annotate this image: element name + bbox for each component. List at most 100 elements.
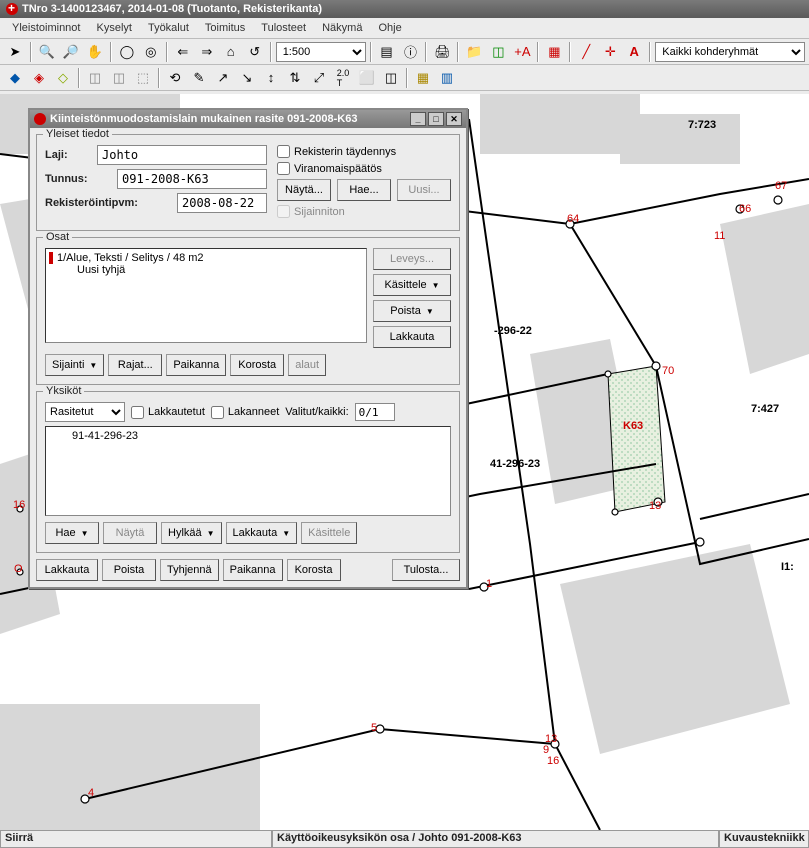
minimize-icon[interactable]: _ (410, 112, 426, 126)
dialog-titlebar[interactable]: Kiinteistönmuodostamislain mukainen rasi… (30, 110, 466, 128)
target-icon[interactable]: ◎ (140, 41, 162, 63)
nayta-button[interactable]: Näytä... (277, 179, 331, 201)
svg-text:70: 70 (662, 365, 674, 377)
back-icon[interactable]: ⇐ (172, 41, 194, 63)
tool-h-icon[interactable]: ✎ (188, 67, 210, 89)
menu-ohje[interactable]: Ohje (370, 20, 409, 36)
group-osat: Osat 1/Alue, Teksti / Selitys / 48 m2 Uu… (36, 237, 460, 385)
laji-label: Laji: (45, 149, 91, 161)
globe-icon[interactable]: ◯ (116, 41, 138, 63)
scale-select[interactable]: 1:500 (276, 42, 366, 62)
tool-o-icon[interactable]: ⬜ (356, 67, 378, 89)
group-yleiset: Yleiset tiedot Laji: Johto Tunnus: 091-2… (36, 134, 460, 231)
svg-text:16: 16 (547, 755, 559, 767)
menu-tyokalut[interactable]: Työkalut (140, 20, 197, 36)
tyhjenna-button[interactable]: Tyhjennä (160, 559, 219, 581)
lakkauta2-button[interactable]: Lakkauta▼ (226, 522, 298, 544)
line-icon[interactable]: ╱ (575, 41, 597, 63)
chk-taydennys[interactable]: Rekisterin täydennys (277, 145, 396, 158)
tool-q-icon[interactable]: ▦ (412, 67, 434, 89)
print-icon[interactable]: 🖨 (431, 41, 453, 63)
tool-i-icon[interactable]: ↗ (212, 67, 234, 89)
hylkaa-button[interactable]: Hylkää▼ (161, 522, 222, 544)
maximize-icon[interactable]: □ (428, 112, 444, 126)
menu-toimitus[interactable]: Toimitus (197, 20, 253, 36)
korosta2-button[interactable]: Korosta (287, 559, 341, 581)
cube-icon[interactable]: ◫ (487, 41, 509, 63)
group-select[interactable]: Kaikki kohderyhmät (655, 42, 805, 62)
tool-g-icon[interactable]: ⟲ (164, 67, 186, 89)
chk-viranomais[interactable]: Viranomaispäätös (277, 162, 382, 175)
tunnus-label: Tunnus: (45, 173, 111, 185)
close-icon[interactable]: ✕ (446, 112, 462, 126)
tool-f-icon[interactable]: ⬚ (132, 67, 154, 89)
rajat-button[interactable]: Rajat... (108, 354, 162, 376)
tool-a-icon[interactable]: ◆ (4, 67, 26, 89)
forward-icon[interactable]: ⇒ (196, 41, 218, 63)
zoom-in-icon[interactable]: 🔍 (36, 41, 58, 63)
pointer-icon[interactable]: ➤ (4, 41, 26, 63)
svg-text:-296-22: -296-22 (494, 325, 532, 337)
hae-button[interactable]: Hae... (337, 179, 391, 201)
tulosta-button[interactable]: Tulosta... (392, 559, 460, 581)
crosshair-icon[interactable]: ✛ (599, 41, 621, 63)
tool-j-icon[interactable]: ↘ (236, 67, 258, 89)
tool-b-icon[interactable]: ◈ (28, 67, 50, 89)
alaut-button[interactable]: alaut (288, 354, 326, 376)
lakkauta3-button[interactable]: Lakkauta (36, 559, 98, 581)
tool-c-icon[interactable]: ◇ (52, 67, 74, 89)
tool-r-icon[interactable]: ▥ (436, 67, 458, 89)
zoom-out-icon[interactable]: 🔎 (60, 41, 82, 63)
menu-nakyma[interactable]: Näkymä (314, 20, 370, 36)
svg-text:K63: K63 (623, 420, 643, 432)
open-icon[interactable]: 📁 (463, 41, 485, 63)
group-yksikot: Yksiköt Rasitetut Lakkautetut Lakanneet … (36, 391, 460, 553)
hae2-button[interactable]: Hae▼ (45, 522, 99, 544)
svg-text:41-296-23: 41-296-23 (490, 458, 540, 470)
svg-text:I1:: I1: (781, 561, 794, 573)
leveys-button[interactable]: Leveys... (373, 248, 451, 270)
menu-yleistoiminnot[interactable]: Yleistoiminnot (4, 20, 88, 36)
window-title: TNro 3-1400123467, 2014-01-08 (Tuotanto,… (22, 3, 322, 15)
paikanna2-button[interactable]: Paikanna (223, 559, 283, 581)
uusi-button[interactable]: Uusi... (397, 179, 451, 201)
lakkauta-button[interactable]: Lakkauta (373, 326, 451, 348)
valitut-value (355, 403, 395, 421)
menu-kyselyt[interactable]: Kyselyt (88, 20, 139, 36)
nayta2-button[interactable]: Näytä (103, 522, 157, 544)
chk-sijainniton[interactable]: Sijainniton (277, 205, 345, 218)
sijainti-button[interactable]: Sijainti▼ (45, 354, 104, 376)
svg-text:O: O (14, 563, 23, 575)
yksikot-select[interactable]: Rasitetut (45, 402, 125, 422)
menu-tulosteet[interactable]: Tulosteet (253, 20, 314, 36)
refresh-icon[interactable]: ↺ (244, 41, 266, 63)
status-mid: Käyttöoikeusyksikön osa / Johto 091-2008… (272, 831, 719, 848)
tool-l-icon[interactable]: ⇅ (284, 67, 306, 89)
tool-p-icon[interactable]: ◫ (380, 67, 402, 89)
grid-icon[interactable]: ▦ (543, 41, 565, 63)
poista-button[interactable]: Poista▼ (373, 300, 451, 322)
layers-icon[interactable]: ▤ (376, 41, 398, 63)
chk-lakanneet[interactable]: Lakanneet (211, 406, 279, 419)
chk-lakkautetut[interactable]: Lakkautetut (131, 406, 205, 419)
tool-d-icon[interactable]: ◫ (84, 67, 106, 89)
pan-icon[interactable]: ✋ (84, 41, 106, 63)
poista2-button[interactable]: Poista (102, 559, 156, 581)
korosta-button[interactable]: Korosta (230, 354, 284, 376)
kasittele2-button[interactable]: Käsittele (301, 522, 357, 544)
tool-e-icon[interactable]: ◫ (108, 67, 130, 89)
info-icon[interactable]: ⓘ (400, 41, 422, 63)
tool-m-icon[interactable]: ⤢ (308, 67, 330, 89)
dialog-icon (34, 113, 46, 125)
paikanna-button[interactable]: Paikanna (166, 354, 226, 376)
kasittele-button[interactable]: Käsittele▼ (373, 274, 451, 296)
rekpvm-label: Rekisteröintipvm: (45, 197, 138, 209)
tool-n-icon[interactable]: 2.0T (332, 67, 354, 89)
tool-k-icon[interactable]: ↕ (260, 67, 282, 89)
plus-a-icon[interactable]: +A (511, 41, 533, 63)
text-a-icon[interactable]: A (623, 41, 645, 63)
osat-list[interactable]: 1/Alue, Teksti / Selitys / 48 m2 Uusi ty… (45, 248, 367, 343)
svg-text:1: 1 (486, 578, 492, 590)
yksikot-list[interactable]: 91-41-296-23 (45, 426, 451, 516)
home-icon[interactable]: ⌂ (220, 41, 242, 63)
